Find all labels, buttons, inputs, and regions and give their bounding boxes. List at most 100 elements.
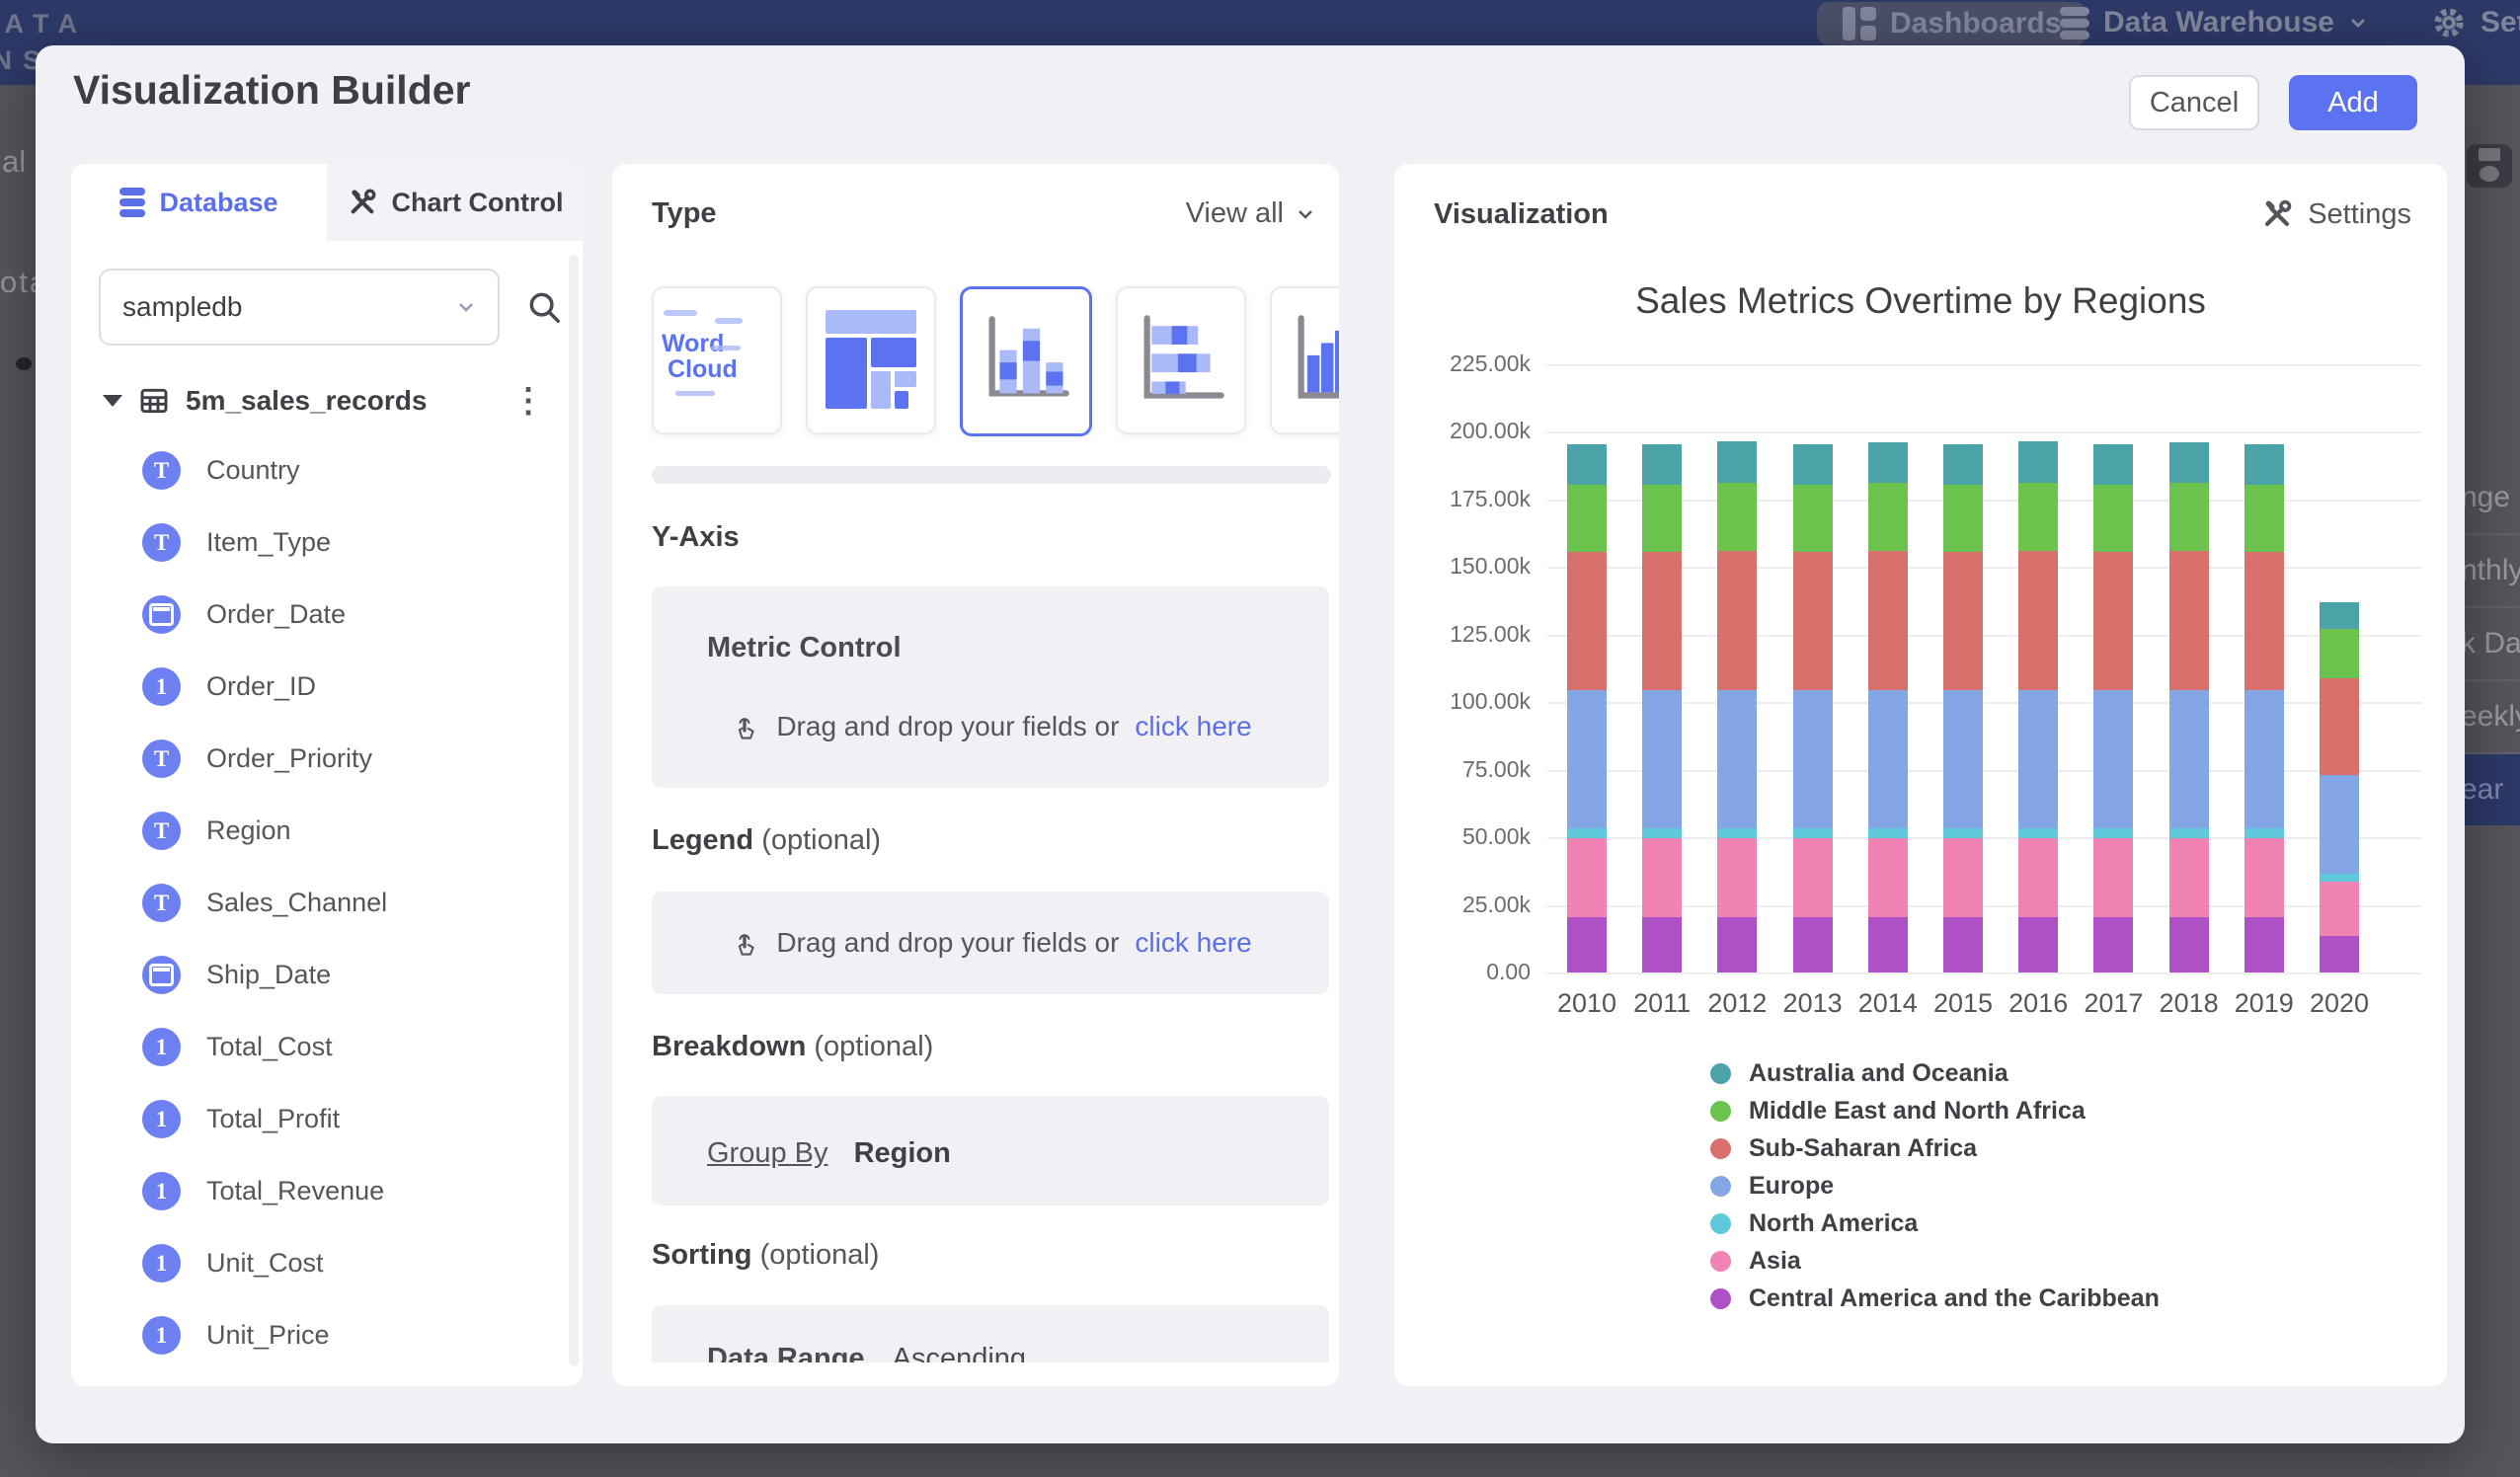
field-item-total_profit[interactable]: 1Total_Profit: [71, 1083, 583, 1155]
bar-segment[interactable]: [1868, 551, 1908, 690]
bar-segment[interactable]: [2093, 828, 2133, 839]
dropzone-click-here-link[interactable]: click here: [1135, 711, 1251, 742]
bar-segment[interactable]: [2093, 690, 2133, 828]
chart-type-stacked-column[interactable]: [960, 286, 1092, 436]
table-tree-row[interactable]: 5m_sales_records ⋮: [103, 379, 559, 423]
bar-segment[interactable]: [1793, 828, 1833, 839]
bar-segment[interactable]: [1793, 690, 1833, 828]
field-item-country[interactable]: TCountry: [71, 434, 583, 506]
bar-segment[interactable]: [2169, 483, 2209, 550]
tab-database[interactable]: Database: [71, 164, 327, 241]
chart-settings-button[interactable]: Settings: [2260, 197, 2411, 231]
bar-segment[interactable]: [2244, 838, 2284, 916]
bar-segment[interactable]: [1642, 917, 1682, 972]
bar-segment[interactable]: [2093, 552, 2133, 690]
nav-data-warehouse[interactable]: Data Warehouse: [2060, 0, 2368, 45]
field-item-total_cost[interactable]: 1Total_Cost: [71, 1011, 583, 1083]
bar-segment[interactable]: [1943, 552, 1983, 690]
bar-segment[interactable]: [1793, 444, 1833, 485]
kebab-menu-icon[interactable]: ⋮: [512, 381, 559, 421]
field-item-region[interactable]: TRegion: [71, 795, 583, 867]
bar-segment[interactable]: [1943, 485, 1983, 552]
bar-segment[interactable]: [1717, 483, 1757, 550]
group-by-label[interactable]: Group By: [707, 1137, 828, 1169]
nav-dashboards[interactable]: Dashboards: [1817, 2, 2087, 45]
bar-segment[interactable]: [2244, 917, 2284, 972]
cancel-button[interactable]: Cancel: [2129, 75, 2259, 130]
field-item-item_type[interactable]: TItem_Type: [71, 506, 583, 579]
bar-segment[interactable]: [1943, 690, 1983, 828]
bar-segment[interactable]: [1567, 552, 1607, 690]
field-item-order_date[interactable]: Order_Date: [71, 579, 583, 651]
legend-item[interactable]: Sub-Saharan Africa: [1710, 1129, 2160, 1167]
nav-settings[interactable]: Settings: [2431, 0, 2520, 45]
bar-segment[interactable]: [1793, 485, 1833, 552]
legend-item[interactable]: Australia and Oceania: [1710, 1054, 2160, 1092]
chart-type-column[interactable]: [1270, 286, 1339, 434]
bar-segment[interactable]: [1717, 917, 1757, 972]
bar-segment[interactable]: [2244, 485, 2284, 552]
sorting-row[interactable]: Data Range Ascending: [652, 1305, 1329, 1362]
sidebar-scrollbar[interactable]: [569, 255, 579, 1366]
bar-segment[interactable]: [1642, 552, 1682, 690]
breakdown-dropzone[interactable]: Group By Region: [652, 1096, 1329, 1205]
bar-segment[interactable]: [1868, 483, 1908, 550]
bar-segment[interactable]: [2320, 775, 2359, 874]
bar-segment[interactable]: [1943, 828, 1983, 839]
legend-item[interactable]: Europe: [1710, 1167, 2160, 1205]
expander-triangle-icon[interactable]: [103, 395, 122, 407]
bar-segment[interactable]: [1642, 690, 1682, 828]
legend-item[interactable]: Central America and the Caribbean: [1710, 1280, 2160, 1317]
bar-segment[interactable]: [1717, 551, 1757, 690]
bar-segment[interactable]: [2018, 828, 2058, 839]
bar-segment[interactable]: [1567, 485, 1607, 552]
search-icon[interactable]: [525, 286, 563, 328]
metric-control-dropzone[interactable]: Metric Control Drag and drop your fields…: [652, 586, 1329, 788]
bar-segment[interactable]: [2169, 828, 2209, 839]
bar-segment[interactable]: [1868, 838, 1908, 916]
bar-segment[interactable]: [1567, 838, 1607, 916]
bar-segment[interactable]: [2320, 678, 2359, 776]
view-all-dropdown[interactable]: View all: [1186, 197, 1315, 230]
bar-segment[interactable]: [1567, 828, 1607, 839]
bar-segment[interactable]: [2320, 936, 2359, 972]
bar-segment[interactable]: [1567, 917, 1607, 972]
bar-segment[interactable]: [2018, 838, 2058, 916]
bar-segment[interactable]: [1793, 917, 1833, 972]
bar-segment[interactable]: [2244, 828, 2284, 839]
bar-segment[interactable]: [1868, 828, 1908, 839]
field-item-order_priority[interactable]: TOrder_Priority: [71, 723, 583, 795]
bar-segment[interactable]: [1717, 828, 1757, 839]
bar-segment[interactable]: [2244, 552, 2284, 690]
legend-item[interactable]: North America: [1710, 1205, 2160, 1242]
field-item-sales_channel[interactable]: TSales_Channel: [71, 867, 583, 939]
bar-segment[interactable]: [2320, 629, 2359, 677]
bar-segment[interactable]: [1943, 838, 1983, 916]
bar-segment[interactable]: [1793, 838, 1833, 916]
chart-type-word-cloud[interactable]: WordCloud: [652, 286, 782, 434]
database-select[interactable]: sampledb: [99, 269, 500, 346]
bar-segment[interactable]: [2093, 917, 2133, 972]
bar-segment[interactable]: [1567, 690, 1607, 828]
bar-segment[interactable]: [1642, 485, 1682, 552]
legend-item[interactable]: Asia: [1710, 1242, 2160, 1280]
chart-type-stacked-bar[interactable]: [1116, 286, 1246, 434]
bar-segment[interactable]: [2018, 551, 2058, 690]
bar-segment[interactable]: [2320, 602, 2359, 629]
bar-segment[interactable]: [1943, 444, 1983, 485]
bar-segment[interactable]: [2320, 874, 2359, 882]
bar-segment[interactable]: [1717, 441, 1757, 483]
group-by-value[interactable]: Region: [854, 1137, 951, 1169]
bar-segment[interactable]: [1943, 917, 1983, 972]
bar-segment[interactable]: [2018, 917, 2058, 972]
chart-type-scrollbar[interactable]: [652, 466, 1331, 484]
bar-segment[interactable]: [1868, 917, 1908, 972]
bar-segment[interactable]: [1642, 444, 1682, 485]
chart-type-treemap[interactable]: [806, 286, 936, 434]
bar-segment[interactable]: [2018, 690, 2058, 828]
bar-segment[interactable]: [2169, 917, 2209, 972]
legend-item[interactable]: Middle East and North Africa: [1710, 1092, 2160, 1129]
bar-segment[interactable]: [2093, 444, 2133, 485]
add-button[interactable]: Add: [2289, 75, 2417, 130]
field-item-ship_date[interactable]: Ship_Date: [71, 939, 583, 1011]
